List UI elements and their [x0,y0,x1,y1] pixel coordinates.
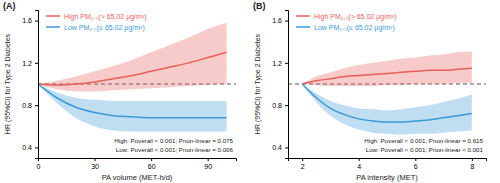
y-tick-label: 1.2 [272,60,282,67]
panel: 0 30 60 90 0.4 0.8 1.2 1.6 (A) PA volume (MET-h/d… [3,1,237,182]
hr-line [302,68,472,84]
y-tick-mark [285,147,288,148]
y-tick: 0.8 [22,102,38,109]
y-tick-label: 0.8 [22,102,32,109]
annotation: High: Poverall < 0.001; Pnon-linear = 0.… [364,137,483,144]
y-tick-label: 1.2 [22,60,32,67]
legend-label: High PM₂.₅(> 65.02 μg/m³) [64,13,147,21]
x-tick-mark [95,158,96,161]
panel: 2 4 6 8 0.4 0.8 1.2 1.6 (B) PA intensity (MET) HR … [253,1,487,182]
x-tick-label: 6 [414,163,418,170]
x-tick-label: 60 [148,163,156,170]
x-tick-label: 30 [91,163,99,170]
x-axis: 0 30 60 90 [37,158,237,170]
confidence-band [302,51,472,86]
confidence-band [38,84,227,132]
x-tick-label: 90 [204,163,212,170]
legend-label: High PM₂.₅(> 65.02 μg/m³) [314,13,397,21]
plot-area [288,51,486,135]
y-axis-title: HR (95%CI) for Type 2 Diabetes [254,33,262,134]
x-tick: 60 [148,158,156,170]
y-tick: 1.6 [272,17,288,24]
x-axis-title: PA intensity (MET) [356,173,418,182]
x-tick-label: 4 [357,163,361,170]
legend: High PM₂.₅(> 65.02 μg/m³) Low PM₂.₅(≤ 65.… [46,13,147,32]
hr-line [302,84,472,122]
legend-swatch [46,15,60,17]
legend-swatch [296,26,310,28]
y-tick-mark [35,21,38,22]
y-tick-mark [35,147,38,148]
y-tick: 1.2 [272,60,288,67]
y-axis-line [285,11,289,159]
y-axis-line [35,11,39,159]
x-axis-title: PA volume (MET-h/d) [102,173,173,182]
y-tick-label: 1.6 [22,17,32,24]
y-tick-mark [285,63,288,64]
y-tick-label: 1.6 [272,17,282,24]
confidence-band [38,23,227,92]
hr-line [38,84,227,118]
x-tick-label: 8 [470,163,474,170]
y-tick: 0.8 [272,102,288,109]
y-axis-title: HR (95%CI) for Type 2 Diabetes [4,33,12,134]
hr-line [38,52,227,85]
x-tick: 6 [414,158,418,170]
x-tick: 2 [301,158,305,170]
plot-area [38,23,236,132]
y-tick: 0.4 [272,144,288,151]
x-axis-line [289,159,487,162]
x-tick-mark [359,158,360,161]
legend-label: Low PM₂.₅(≤ 65.02 μg/m³) [314,24,395,32]
y-tick: 1.2 [22,60,38,67]
legend-swatch [46,26,60,28]
figure: 0 30 60 90 0.4 0.8 1.2 1.6 (A) PA volume (MET-h/d… [0,0,500,183]
y-tick: 0.4 [22,144,38,151]
x-tick: 4 [357,158,361,170]
x-tick: 8 [470,158,474,170]
annotation: High: Poverall < 0.001; Pnon-linear = 0.… [114,137,233,144]
x-tick: 0 [37,158,41,170]
x-axis: 2 4 6 8 [289,158,487,170]
x-tick-mark [415,158,416,161]
x-tick-mark [472,158,473,161]
x-tick-mark [208,158,209,161]
y-axis: 0.4 0.8 1.2 1.6 [272,11,288,159]
x-tick-label: 2 [301,163,305,170]
y-tick-mark [285,21,288,22]
y-tick-mark [35,105,38,106]
panel-title: (A) [3,1,16,11]
x-tick: 90 [204,158,212,170]
y-tick: 1.6 [22,17,38,24]
y-tick-mark [285,105,288,106]
annotation: Low: Poverall < 0.001; Pnon-linear < 0.0… [366,146,484,153]
x-axis-line [39,159,237,162]
annotation: Low: Poverall < 0.001; Pnon-linear = 0.0… [116,146,234,153]
x-tick-mark [151,158,152,161]
legend-label: Low PM₂.₅(≤ 65.02 μg/m³) [64,24,145,32]
legend: High PM₂.₅(> 65.02 μg/m³) Low PM₂.₅(≤ 65.… [296,13,397,32]
y-tick-label: 0.4 [272,144,282,151]
y-axis: 0.4 0.8 1.2 1.6 [22,11,38,159]
y-tick-label: 0.8 [272,102,282,109]
x-tick: 30 [91,158,99,170]
y-tick-mark [35,63,38,64]
x-tick-mark [302,158,303,161]
confidence-band [302,84,472,135]
legend-swatch [296,15,310,17]
y-tick-label: 0.4 [22,144,32,151]
x-tick-label: 0 [37,163,41,170]
panel-title: (B) [253,1,266,11]
